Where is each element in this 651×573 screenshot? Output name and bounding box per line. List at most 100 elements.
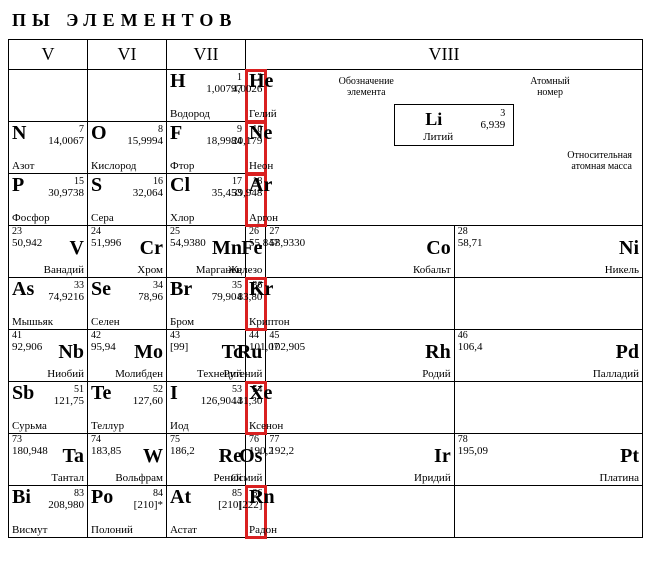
atomic-number: 26: [249, 226, 259, 237]
element-cell: Po84[210]*Полоний: [88, 486, 167, 538]
atomic-number: 77: [269, 434, 279, 445]
element-symbol: Ni: [619, 237, 639, 260]
element-name: Аргон: [249, 212, 278, 224]
element-cell: [9, 70, 88, 122]
element-cell: Pt78195,09Платина: [454, 434, 642, 486]
legend-example: Li36,939Литий: [394, 104, 514, 146]
element-name: Азот: [12, 160, 34, 172]
element-cell: Br3579,904Бром: [167, 278, 246, 330]
atomic-number: 75: [170, 434, 180, 445]
atomic-mass: 74,9216: [48, 291, 84, 303]
element-name: Иридий: [414, 472, 451, 484]
element-symbol: N: [12, 122, 26, 145]
atomic-number: 36: [252, 280, 262, 291]
element-cell: Sb51121,75Сурьма: [9, 382, 88, 434]
element-name: Тантал: [51, 472, 84, 484]
element-cell: Nb4192,906Ниобий: [9, 330, 88, 382]
atomic-number: 9: [237, 124, 242, 135]
atomic-number: 25: [170, 226, 180, 237]
element-cell: He24,0026Гелий: [246, 70, 266, 122]
element-cell: [88, 70, 167, 122]
element-name: Ванадий: [44, 264, 84, 276]
element-symbol: H: [170, 70, 186, 93]
atomic-mass: 20,179: [232, 135, 262, 147]
element-symbol: Mn: [212, 237, 242, 260]
element-name: Гелий: [249, 108, 277, 120]
table-row: V2350,942ВанадийCr2451,996Хром Mn 2554,938…: [9, 226, 643, 278]
element-name: Палладий: [593, 368, 639, 380]
element-symbol: As: [12, 278, 34, 301]
element-cell: [266, 382, 454, 434]
atomic-mass: 30,9738: [48, 187, 84, 199]
element-symbol: S: [91, 174, 102, 197]
element-symbol: Rh: [425, 341, 451, 364]
table-row: Ta73180,948ТанталW74183,85ВольфрамRe7518…: [9, 434, 643, 486]
element-cell: Cr2451,996Хром: [88, 226, 167, 278]
legend-label-symbol: Обозначение элемента: [339, 76, 394, 98]
table-row: Nb4192,906НиобийMo4295,94МолибденTc43[99…: [9, 330, 643, 382]
element-cell: P1530,9738Фосфор: [9, 174, 88, 226]
legend-label-mass: Относительная атомная масса: [270, 150, 638, 172]
atomic-mass: 106,4: [458, 341, 483, 353]
atomic-number: 53: [232, 384, 242, 395]
element-name: Водород: [170, 108, 210, 120]
element-symbol: Sb: [12, 382, 34, 405]
atomic-number: 85: [232, 488, 242, 499]
atomic-number: 27: [269, 226, 279, 237]
atomic-mass: 58,71: [458, 237, 483, 249]
element-name: Сера: [91, 212, 114, 224]
element-symbol: V: [70, 237, 84, 260]
element-cell: Se3478,96Селен: [88, 278, 167, 330]
element-cell: H11,00797Водород: [167, 70, 246, 122]
element-symbol: Br: [170, 278, 192, 301]
atomic-mass: 192,2: [269, 445, 294, 457]
element-cell: V2350,942Ванадий: [9, 226, 88, 278]
element-symbol: Te: [91, 382, 111, 405]
element-name: Бром: [170, 316, 194, 328]
atomic-mass: [99]: [170, 341, 188, 353]
element-name: Мышьяк: [12, 316, 53, 328]
element-symbol: Mo: [134, 341, 163, 364]
atomic-mass: 208,980: [48, 499, 84, 511]
element-name: Полоний: [91, 524, 133, 536]
element-cell: [266, 278, 454, 330]
element-cell: As3374,9216Мышьяк: [9, 278, 88, 330]
element-cell: Os76190,2Осмий: [246, 434, 266, 486]
element-cell: Cl1735,453Хлор: [167, 174, 246, 226]
atomic-mass: 83,80: [238, 291, 263, 303]
element-symbol: Ta: [62, 445, 84, 468]
element-name: Фтор: [170, 160, 194, 172]
legend-name: Литий: [423, 131, 453, 143]
element-symbol: Ir: [434, 445, 451, 468]
element-cell: Kr3683,80Криптон: [246, 278, 266, 330]
atomic-number: 18: [252, 176, 262, 187]
col-header: VI: [88, 40, 167, 70]
atomic-number: 83: [74, 488, 84, 499]
element-symbol: Pd: [616, 341, 639, 364]
element-symbol: Bi: [12, 486, 31, 509]
atomic-number: 15: [74, 176, 84, 187]
page-title: ПЫ ЭЛЕМЕНТОВ: [12, 10, 643, 31]
atomic-number: 73: [12, 434, 22, 445]
element-name: Вольфрам: [115, 472, 163, 484]
table-row: As3374,9216МышьякSe3478,96СеленBr3579,90…: [9, 278, 643, 330]
element-symbol: Cr: [140, 237, 163, 260]
element-name: Неон: [249, 160, 273, 172]
atomic-number: 1: [237, 72, 242, 83]
legend-mass: 6,939: [480, 119, 505, 131]
element-name: Ниобий: [47, 368, 84, 380]
atomic-mass: 51,996: [91, 237, 121, 249]
atomic-mass: 14,0067: [48, 135, 84, 147]
legend-number: 3: [500, 108, 505, 119]
element-name: Кобальт: [413, 264, 451, 276]
atomic-number: 10: [252, 124, 262, 135]
atomic-number: 35: [232, 280, 242, 291]
element-cell: F918,9984Фтор: [167, 122, 246, 174]
element-symbol: W: [143, 445, 163, 468]
element-symbol: P: [12, 174, 24, 197]
atomic-mass: 54,9380: [170, 237, 206, 249]
atomic-number: 42: [91, 330, 101, 341]
header-row: V VI VII VIII: [9, 40, 643, 70]
element-name: Платина: [600, 472, 640, 484]
element-cell: Ta73180,948Тантал: [9, 434, 88, 486]
